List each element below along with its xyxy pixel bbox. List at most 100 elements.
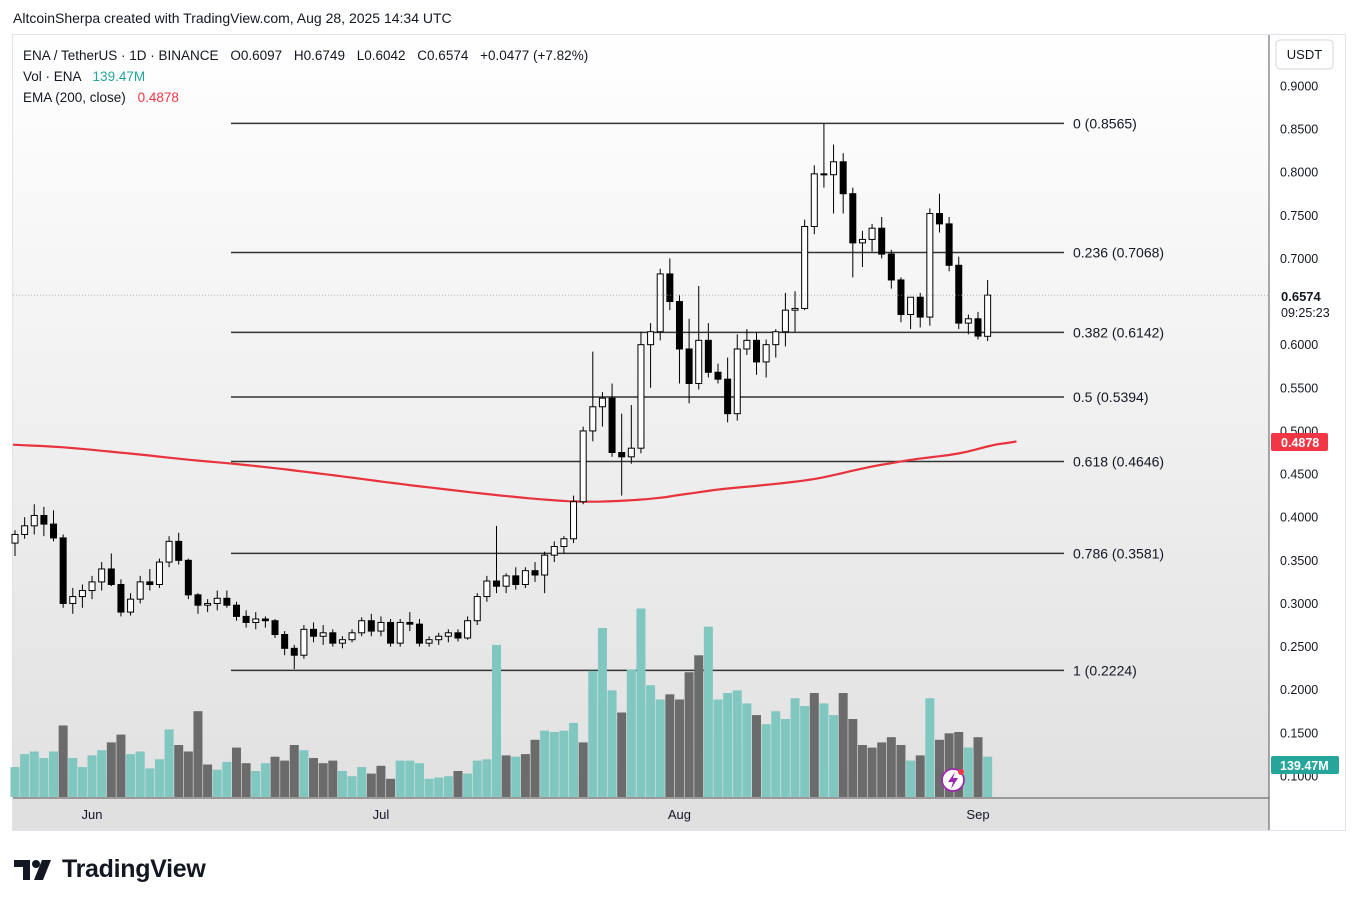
candlestick xyxy=(387,618,395,647)
candle-body-down xyxy=(820,173,828,176)
volume-bar xyxy=(809,693,819,797)
candle-body-down xyxy=(59,537,67,604)
candlestick xyxy=(348,629,356,643)
volume-bar xyxy=(732,690,742,797)
candle-body-down xyxy=(916,296,924,318)
volume-bar xyxy=(453,771,463,797)
candlestick xyxy=(531,562,539,582)
volume-bar xyxy=(511,756,521,797)
candle-body-up xyxy=(772,331,780,346)
candlestick xyxy=(955,256,963,330)
candlestick xyxy=(281,631,289,656)
price-axis[interactable]: 0.90000.85000.80000.75000.70000.65000.60… xyxy=(1280,79,1318,783)
volume-bar xyxy=(376,765,386,797)
candlestick xyxy=(762,339,770,378)
candle-body-up xyxy=(560,538,568,548)
volume-bar xyxy=(790,698,800,797)
volume-bar xyxy=(463,773,473,797)
candle-body-down xyxy=(878,227,886,255)
time-tick-label: Aug xyxy=(668,807,691,822)
candle-body-up xyxy=(598,397,606,408)
volume-bar xyxy=(655,699,665,797)
candle-body-down xyxy=(415,623,423,644)
candle-body-up xyxy=(69,596,77,604)
tradingview-logo-icon xyxy=(14,859,51,880)
candlestick xyxy=(781,292,789,347)
symbol-name[interactable]: ENA / TetherUS · 1D · BINANCE xyxy=(23,48,219,63)
volume-bar xyxy=(723,693,733,797)
volume-bar xyxy=(520,754,530,797)
lightning-icon[interactable] xyxy=(941,768,965,792)
volume-bar xyxy=(963,747,973,797)
high-value: 0.6749 xyxy=(303,48,345,63)
ema-label: EMA (200, close) xyxy=(23,90,126,105)
volume-bar xyxy=(886,737,896,797)
ema-line-group xyxy=(12,440,1017,503)
volume-bar xyxy=(607,690,617,797)
candlestick xyxy=(974,311,982,340)
candlestick xyxy=(59,534,67,608)
candle-body-up xyxy=(21,525,29,535)
price-tick-label: 0.4000 xyxy=(1280,511,1318,525)
candlestick xyxy=(396,618,404,647)
volume-bar xyxy=(934,739,944,797)
candlestick xyxy=(724,357,732,423)
candle-body-down xyxy=(618,452,626,458)
volume-bar xyxy=(800,706,810,797)
candle-body-down xyxy=(685,348,693,384)
candlestick xyxy=(415,618,423,647)
tradingview-branding[interactable]: TradingView xyxy=(14,855,206,884)
time-axis[interactable]: Jun Jul Aug Sep xyxy=(82,807,990,822)
candle-body-down xyxy=(724,378,732,415)
candle-body-down xyxy=(40,514,48,525)
volume-bar xyxy=(10,767,20,797)
candle-body-down xyxy=(935,213,943,225)
volume-row[interactable]: Vol · ENA 139.47M xyxy=(23,66,588,87)
candlestick xyxy=(964,314,972,335)
candle-body-up xyxy=(338,639,346,644)
candlestick xyxy=(753,331,761,375)
volume-bar xyxy=(174,745,184,797)
volume-label: Vol · ENA xyxy=(23,69,81,84)
volume-bar xyxy=(126,754,136,797)
candle-body-up xyxy=(801,225,809,309)
candle-body-up xyxy=(868,227,876,240)
price-tick-label: 0.1500 xyxy=(1280,726,1318,740)
candlestick xyxy=(261,616,269,628)
symbol-ohlc-row[interactable]: ENA / TetherUS · 1D · BINANCE O0.6097 H0… xyxy=(23,45,588,66)
candlestick xyxy=(290,644,298,670)
volume-bar xyxy=(58,725,68,797)
fib-level-label: 0.236 (0.7068) xyxy=(1073,245,1164,261)
volume-bar xyxy=(434,777,444,797)
volume-bar xyxy=(983,756,993,797)
price-tick-label: 0.6000 xyxy=(1280,338,1318,352)
candlestick xyxy=(801,219,809,311)
candlestick xyxy=(146,568,154,591)
volume-bar xyxy=(193,711,203,797)
candle-body-up xyxy=(483,580,491,598)
ema-line xyxy=(12,440,1017,503)
ema-row[interactable]: EMA (200, close) 0.4878 xyxy=(23,87,588,108)
candlestick xyxy=(69,587,77,614)
candlestick xyxy=(907,296,915,330)
volume-bar xyxy=(848,719,858,797)
candlestick xyxy=(454,629,462,642)
candlestick xyxy=(483,575,491,602)
price-tick-label: 0.3000 xyxy=(1280,597,1318,611)
candle-body-up xyxy=(550,546,558,556)
price-tick-label: 0.3500 xyxy=(1280,554,1318,568)
fib-level-label: 0.382 (0.6142) xyxy=(1073,324,1164,340)
candle-body-down xyxy=(223,597,231,606)
candlestick xyxy=(618,413,626,496)
volume-bar xyxy=(154,759,164,797)
volume-bar xyxy=(116,734,126,797)
currency-button[interactable] xyxy=(1275,39,1334,70)
candle-body-down xyxy=(175,540,183,561)
candle-body-down xyxy=(146,581,154,585)
currency-label: USDT xyxy=(1287,47,1322,62)
candlestick xyxy=(127,593,135,616)
volume-bar xyxy=(742,703,752,797)
candle-body-down xyxy=(184,559,192,596)
candle-body-up xyxy=(907,296,915,315)
